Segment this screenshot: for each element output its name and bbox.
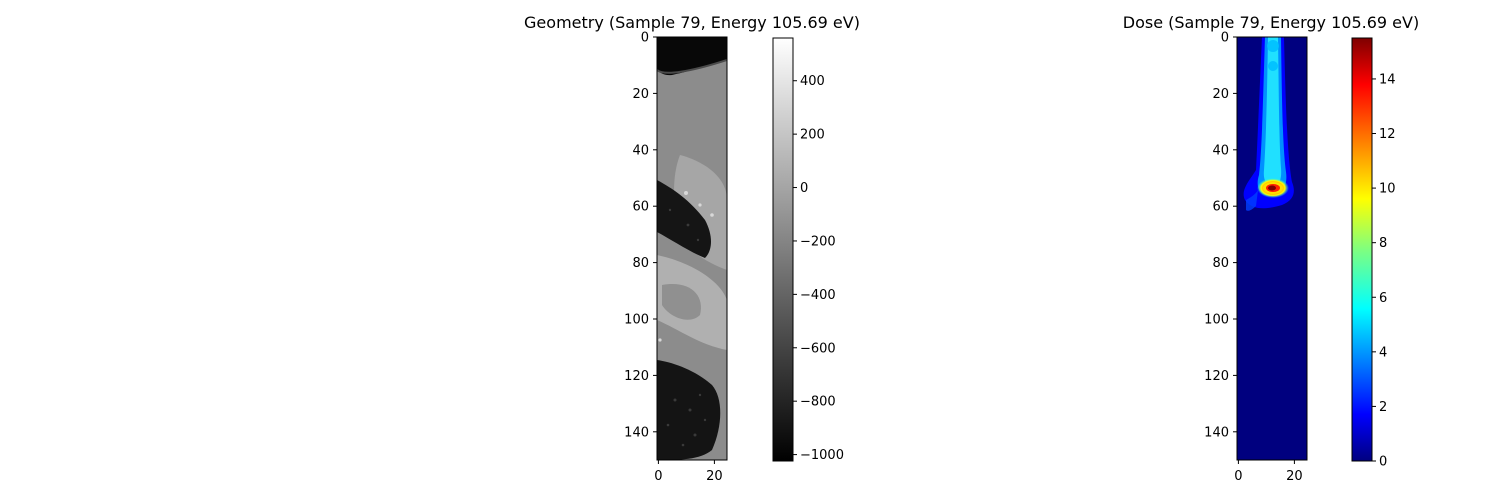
geometry-axes: 0 20 40 60 80 100 120 140 0 20 — [624, 31, 723, 485]
y-tick-label: 40 — [632, 143, 649, 158]
dose-colorbar-ticks: 14 12 10 8 6 4 2 0 — [1372, 72, 1396, 470]
dose-axes: 0 20 40 60 80 100 120 140 0 20 — [1204, 31, 1303, 485]
y-tick-label: 120 — [1204, 369, 1229, 384]
x-tick-label: 0 — [1234, 469, 1242, 484]
dose-image — [1237, 37, 1307, 460]
geometry-vessel — [662, 284, 701, 320]
geometry-colorbar-ticks: 400 200 0 −200 −400 −600 −800 −1000 — [793, 74, 844, 463]
y-tick-label: 100 — [624, 313, 649, 328]
geometry-colorbar — [772, 37, 794, 462]
dose-beam-core — [1263, 37, 1282, 186]
dose-axes-frame — [1236, 36, 1308, 461]
colorbar-tick-label: −800 — [800, 395, 836, 410]
geometry-axes-frame — [656, 36, 728, 461]
y-tick-label: 100 — [1204, 313, 1229, 328]
geometry-lung-texture — [666, 208, 707, 447]
y-tick-label: 60 — [1212, 200, 1229, 215]
colorbar-tick-label: 6 — [1379, 291, 1387, 306]
y-tick-label: 0 — [641, 31, 649, 46]
geometry-title: Geometry (Sample 79, Energy 105.69 eV) — [524, 13, 860, 32]
colorbar-tick-label: 14 — [1379, 72, 1396, 87]
colorbar-tick-label: 0 — [1379, 455, 1387, 470]
colorbar-tick-label: 12 — [1379, 127, 1396, 142]
y-tick-label: 80 — [1212, 256, 1229, 271]
colorbar-tick-label: −400 — [800, 288, 836, 303]
colorbar-tick-label: 200 — [800, 128, 825, 143]
colorbar-tick-label: 4 — [1379, 345, 1387, 360]
y-tick-label: 140 — [624, 425, 649, 440]
dose-colorbar — [1351, 37, 1373, 462]
y-tick-label: 140 — [1204, 425, 1229, 440]
colorbar-tick-label: 400 — [800, 74, 825, 89]
geometry-image — [657, 37, 727, 460]
x-tick-label: 20 — [706, 469, 723, 484]
colorbar-tick-label: 2 — [1379, 400, 1387, 415]
geometry-air-edge — [657, 59, 727, 74]
colorbar-tick-label: 0 — [800, 181, 808, 196]
colorbar-tick-label: −200 — [800, 234, 836, 249]
y-tick-label: 80 — [632, 256, 649, 271]
x-tick-label: 0 — [654, 469, 662, 484]
dose-tail — [1246, 190, 1258, 211]
colorbar-tick-label: −600 — [800, 341, 836, 356]
y-tick-label: 60 — [632, 200, 649, 215]
x-tick-label: 20 — [1286, 469, 1303, 484]
y-tick-label: 40 — [1212, 143, 1229, 158]
colorbar-tick-label: 10 — [1379, 182, 1396, 197]
geometry-air-top — [657, 37, 727, 76]
y-tick-label: 0 — [1221, 31, 1229, 46]
colorbar-tick-label: 8 — [1379, 236, 1387, 251]
y-tick-label: 20 — [632, 87, 649, 102]
dose-peak-max — [1268, 185, 1276, 191]
colorbar-tick-label: −1000 — [800, 448, 844, 463]
dose-title: Dose (Sample 79, Energy 105.69 eV) — [1123, 13, 1419, 32]
y-tick-label: 120 — [624, 369, 649, 384]
geometry-bright-spots — [658, 191, 714, 342]
y-tick-label: 20 — [1212, 87, 1229, 102]
dose-beam-lobes — [1267, 40, 1279, 71]
geometry-lung-upper — [657, 180, 711, 258]
